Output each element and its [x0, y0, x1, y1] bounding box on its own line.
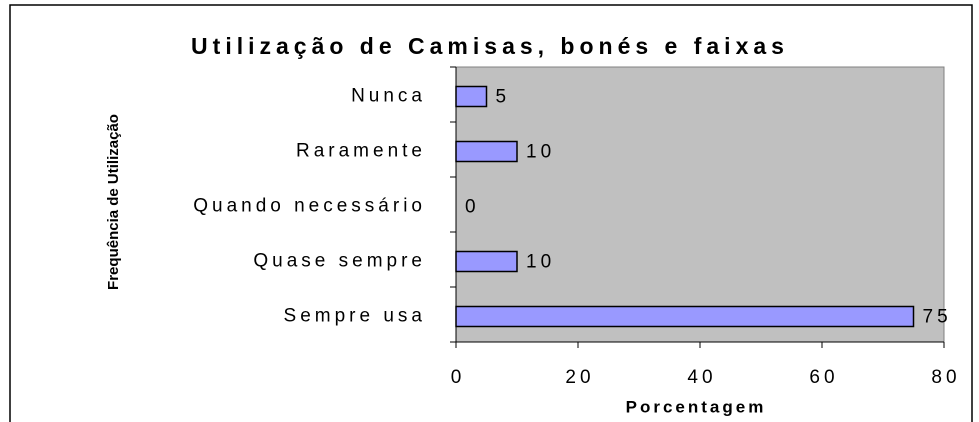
x-tick-label: 80 — [931, 367, 960, 388]
bar — [455, 305, 915, 328]
x-tick-label: 20 — [565, 367, 594, 388]
chart-border — [9, 4, 973, 422]
data-label: 5 — [496, 87, 511, 108]
bar — [455, 85, 488, 108]
chart-title: Utilização de Camisas, bonés e faixas — [191, 33, 789, 59]
plot-area — [455, 66, 945, 343]
data-label: 10 — [526, 252, 555, 273]
y-tick-label: Quando necessário — [193, 196, 426, 217]
x-tick-label: 60 — [809, 367, 838, 388]
data-label: 75 — [923, 307, 952, 328]
x-tick-label: 40 — [687, 367, 716, 388]
bar — [455, 250, 518, 273]
y-axis-label: Frequência de Utilização — [105, 114, 122, 290]
data-label: 10 — [526, 142, 555, 163]
bar — [455, 140, 518, 163]
x-tick-label: 0 — [451, 367, 466, 388]
y-tick-label: Quase sempre — [253, 251, 426, 272]
x-axis-label: Porcentagem — [626, 397, 767, 416]
y-tick-label: Raramente — [296, 141, 426, 162]
y-tick-label: Sempre usa — [284, 306, 426, 327]
y-tick-label: Nunca — [351, 86, 426, 107]
data-label: 0 — [465, 197, 480, 218]
